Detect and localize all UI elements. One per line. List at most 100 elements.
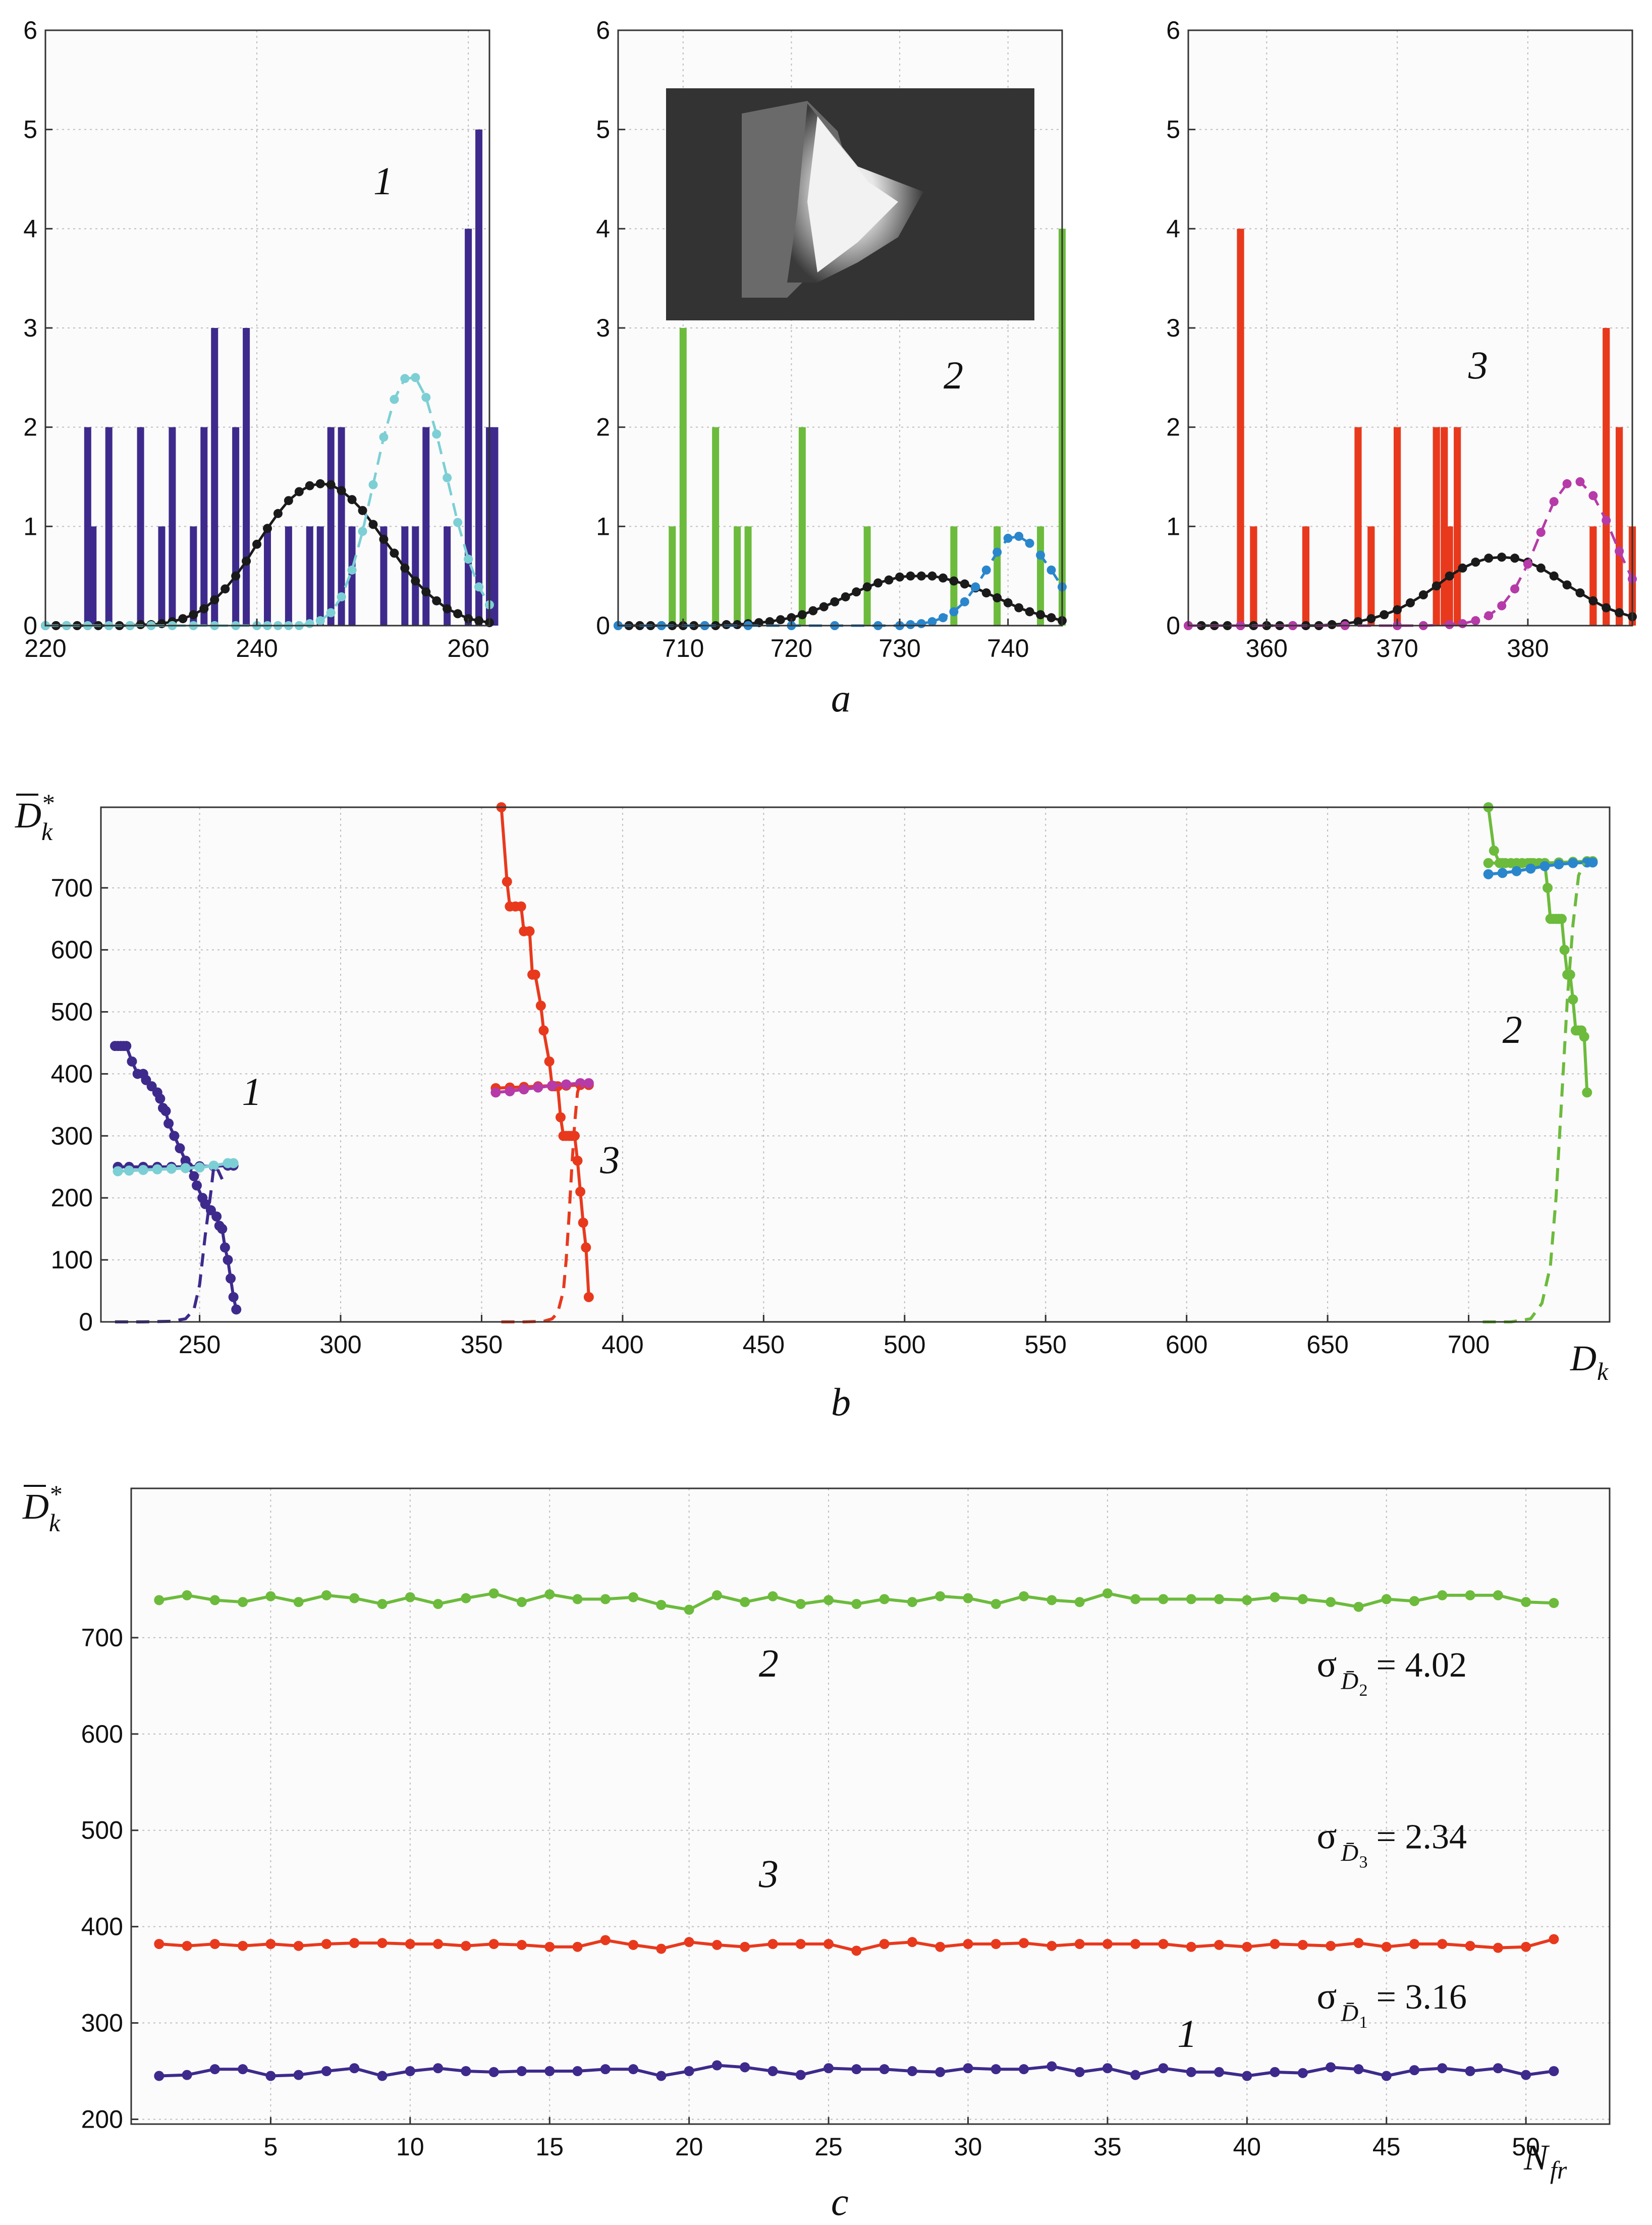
series-point-gauss-wide: [916, 571, 926, 581]
histogram-bar: [679, 328, 687, 626]
series-point-gauss-narrow: [464, 554, 473, 564]
series-point-1: [1130, 2070, 1141, 2080]
series-point-gauss-narrow: [971, 582, 980, 592]
histogram-bar: [1603, 328, 1610, 626]
series-point-gauss-wide: [210, 595, 219, 604]
series-point-gauss-narrow: [1575, 477, 1585, 486]
series-point-gauss-narrow: [1510, 584, 1520, 594]
series-point-3: [851, 1945, 862, 1956]
series-point-3: [265, 1939, 276, 1949]
series-point-gauss-wide: [252, 539, 262, 549]
series-point-gauss-wide: [326, 480, 336, 489]
series-point-3: [1102, 1939, 1113, 1949]
histogram-bar: [338, 427, 345, 626]
histogram-bar: [863, 526, 871, 626]
series-point-3: [1353, 1938, 1364, 1949]
y-tick-label: 4: [596, 214, 610, 243]
series-point-group2-decreasing: [1568, 994, 1578, 1005]
series-point-group3-decreasing: [516, 901, 526, 912]
series-point-2: [516, 1597, 527, 1607]
series-point-group1-level-alt: [228, 1158, 239, 1169]
series-point-group2-level-alt: [1568, 858, 1578, 868]
series-point-gauss-wide: [315, 479, 325, 488]
series-point-2: [1381, 1594, 1392, 1604]
panel-a3-curve-label: 3: [1468, 343, 1488, 387]
panel-b-curve-labels: 1 3 2: [242, 1008, 1522, 1182]
series-point-group2-decreasing: [1556, 914, 1567, 924]
curve-label-2: 2: [1503, 1008, 1522, 1051]
series-point-group1-decreasing: [121, 1041, 132, 1051]
curve-label-1: 1: [242, 1070, 261, 1114]
panel-b-grid: [101, 807, 1610, 1322]
series-point-1: [1074, 2067, 1085, 2077]
series-point-2: [1326, 1597, 1336, 1607]
series-point-group2-level-alt: [1525, 863, 1536, 874]
histogram-bar: [243, 328, 250, 626]
series-point-gauss-wide: [852, 587, 861, 597]
series-point-gauss-wide: [1497, 552, 1507, 562]
panel-a1-bars: [84, 129, 499, 626]
x-tick-label: 600: [1166, 1330, 1207, 1359]
y-tick-label: 4: [23, 214, 37, 243]
series-point-1: [209, 2064, 220, 2075]
series-point-gauss-wide: [765, 617, 775, 627]
series-label-2: 2: [759, 1641, 779, 1685]
series-point-gauss-narrow: [938, 613, 948, 623]
y-tick-label: 2: [23, 413, 37, 441]
histogram-bar: [285, 526, 292, 626]
series-point-2: [767, 1591, 778, 1601]
series-point-2: [656, 1600, 667, 1610]
series-point-gauss-wide: [284, 496, 293, 506]
series-point-1: [544, 2066, 555, 2076]
series-point-group3-level-alt: [505, 1086, 515, 1096]
series-point-gauss-wide: [379, 534, 389, 544]
series-point-2: [1186, 1594, 1196, 1604]
series-point-gauss-wide: [949, 576, 959, 586]
series-point-1: [405, 2066, 415, 2076]
series-point-3: [1074, 1939, 1085, 1949]
panel-a-caption: a: [831, 676, 851, 720]
series-point-group2-level: [1497, 858, 1508, 868]
series-point-gauss-narrow: [916, 619, 926, 629]
series-point-group2-level-alt: [1554, 859, 1564, 870]
series-point-group1-decreasing: [228, 1292, 239, 1302]
y-tick-label: 600: [81, 1720, 123, 1748]
y-tick-label: 600: [51, 936, 93, 964]
series-point-3: [182, 1940, 192, 1951]
series-point-1: [711, 2060, 722, 2071]
x-tick-label: 260: [447, 634, 489, 662]
x-tick-label: 360: [1246, 634, 1288, 662]
panel-c-ticks: 5 10 15 20 25 30 35 40 45 50 200 300 400 500 600 700: [81, 1624, 1540, 2161]
series-point-gauss-wide: [263, 524, 272, 533]
series-point-2: [1102, 1588, 1113, 1599]
x-tick-label: 370: [1376, 634, 1418, 662]
series-point-gauss-wide: [242, 557, 251, 566]
histogram-bar: [306, 526, 313, 626]
series-point-3: [1214, 1939, 1225, 1950]
series-point-gauss-narrow: [1497, 601, 1507, 610]
series-point-3: [572, 1941, 583, 1952]
inset-thumbnail-image: [666, 88, 1034, 320]
series-point-gauss-wide: [808, 606, 818, 616]
svg-text:fr: fr: [1550, 2156, 1567, 2184]
series-point-3: [1521, 1941, 1531, 1952]
series-point-gauss-wide: [1549, 571, 1559, 581]
series-point-2: [1214, 1594, 1225, 1604]
series-point-group2-level-alt: [1511, 866, 1522, 876]
series-point-1: [1549, 2066, 1559, 2076]
series-point-group1-decreasing: [226, 1273, 236, 1284]
series-point-group1-level-alt: [180, 1163, 191, 1174]
series-point-1: [1465, 2066, 1475, 2076]
series-point-1: [990, 2064, 1001, 2075]
x-tick-label: 5: [264, 2133, 278, 2161]
histogram-bar: [1589, 526, 1597, 626]
series-point-3: [544, 1941, 555, 1952]
series-point-1: [656, 2071, 667, 2081]
series-point-gauss-wide: [1510, 553, 1520, 563]
series-point-gauss-wide: [1536, 563, 1546, 573]
sigma-annotation-2: σ D̄ 2 = 4.02: [1317, 1644, 1467, 1700]
y-tick-label: 1: [23, 512, 37, 540]
series-point-2: [1074, 1597, 1085, 1607]
series-point-1: [1493, 2063, 1503, 2074]
series-point-1: [1102, 2063, 1113, 2074]
